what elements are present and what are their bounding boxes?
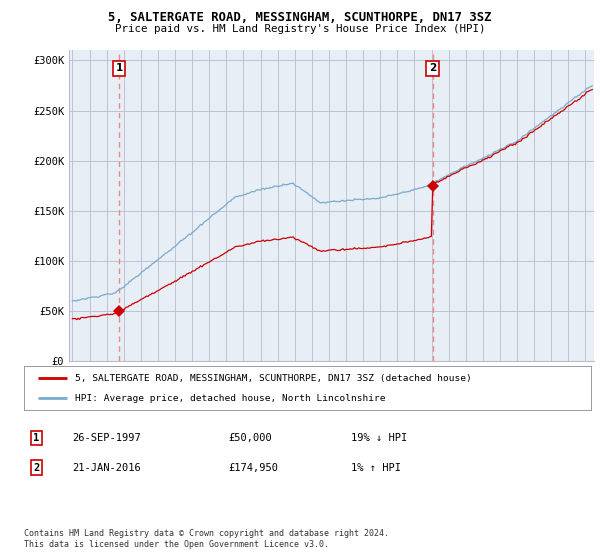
Text: 5, SALTERGATE ROAD, MESSINGHAM, SCUNTHORPE, DN17 3SZ: 5, SALTERGATE ROAD, MESSINGHAM, SCUNTHOR… bbox=[108, 11, 492, 24]
Text: 1: 1 bbox=[115, 63, 123, 73]
Text: 5, SALTERGATE ROAD, MESSINGHAM, SCUNTHORPE, DN17 3SZ (detached house): 5, SALTERGATE ROAD, MESSINGHAM, SCUNTHOR… bbox=[75, 374, 472, 382]
Text: 19% ↓ HPI: 19% ↓ HPI bbox=[351, 433, 407, 443]
Text: 2: 2 bbox=[429, 63, 436, 73]
Text: HPI: Average price, detached house, North Lincolnshire: HPI: Average price, detached house, Nort… bbox=[75, 394, 386, 403]
Text: 1: 1 bbox=[33, 433, 39, 443]
Text: £174,950: £174,950 bbox=[228, 463, 278, 473]
Text: 21-JAN-2016: 21-JAN-2016 bbox=[72, 463, 141, 473]
Text: 26-SEP-1997: 26-SEP-1997 bbox=[72, 433, 141, 443]
Text: 1% ↑ HPI: 1% ↑ HPI bbox=[351, 463, 401, 473]
Text: Price paid vs. HM Land Registry's House Price Index (HPI): Price paid vs. HM Land Registry's House … bbox=[115, 24, 485, 34]
Text: 2: 2 bbox=[33, 463, 39, 473]
Text: £50,000: £50,000 bbox=[228, 433, 272, 443]
Text: Contains HM Land Registry data © Crown copyright and database right 2024.
This d: Contains HM Land Registry data © Crown c… bbox=[24, 529, 389, 549]
